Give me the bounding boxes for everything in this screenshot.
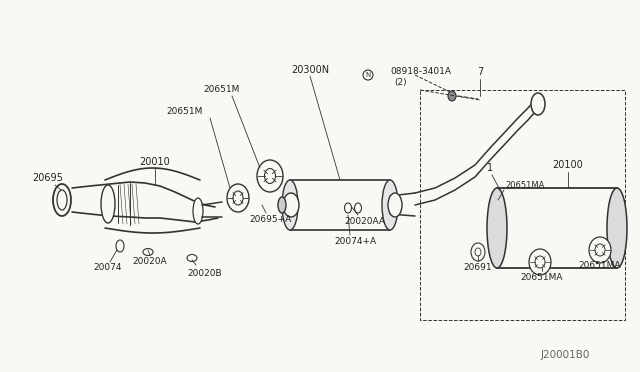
Ellipse shape bbox=[233, 191, 243, 205]
Text: 20695+A: 20695+A bbox=[249, 215, 291, 224]
Text: N: N bbox=[365, 72, 371, 78]
Bar bbox=[497, 188, 617, 268]
Text: 20074+A: 20074+A bbox=[334, 237, 376, 247]
Ellipse shape bbox=[193, 198, 203, 224]
Ellipse shape bbox=[475, 248, 481, 256]
Text: 20651M: 20651M bbox=[204, 86, 240, 94]
Text: 20651MA: 20651MA bbox=[579, 260, 621, 269]
Ellipse shape bbox=[53, 184, 71, 216]
Ellipse shape bbox=[595, 244, 605, 256]
Ellipse shape bbox=[531, 93, 545, 115]
Text: 20020AA: 20020AA bbox=[344, 218, 385, 227]
Ellipse shape bbox=[355, 203, 362, 213]
Bar bbox=[290, 180, 390, 230]
Text: 20100: 20100 bbox=[552, 160, 584, 170]
Ellipse shape bbox=[344, 203, 351, 213]
Ellipse shape bbox=[388, 193, 402, 217]
Text: 08918-3401A: 08918-3401A bbox=[390, 67, 451, 77]
Text: 20010: 20010 bbox=[140, 157, 170, 167]
Text: 1: 1 bbox=[487, 163, 493, 173]
Ellipse shape bbox=[257, 160, 283, 192]
Text: 20300N: 20300N bbox=[291, 65, 329, 75]
Text: 20695: 20695 bbox=[33, 173, 63, 183]
Ellipse shape bbox=[471, 243, 485, 261]
Text: 20020A: 20020A bbox=[132, 257, 167, 266]
Ellipse shape bbox=[57, 190, 67, 210]
Ellipse shape bbox=[143, 248, 153, 256]
Text: 20651MA: 20651MA bbox=[521, 273, 563, 282]
Text: (2): (2) bbox=[394, 77, 406, 87]
Text: J20001B0: J20001B0 bbox=[541, 350, 590, 360]
Text: 20651MA: 20651MA bbox=[505, 180, 545, 189]
Ellipse shape bbox=[589, 237, 611, 263]
Ellipse shape bbox=[487, 188, 507, 268]
Ellipse shape bbox=[363, 70, 373, 80]
Ellipse shape bbox=[529, 249, 551, 275]
Text: 20651M: 20651M bbox=[167, 108, 203, 116]
Ellipse shape bbox=[264, 169, 275, 183]
Ellipse shape bbox=[187, 254, 197, 262]
Ellipse shape bbox=[227, 184, 249, 212]
Text: 20020B: 20020B bbox=[188, 269, 222, 279]
Ellipse shape bbox=[382, 180, 398, 230]
Ellipse shape bbox=[116, 240, 124, 252]
Ellipse shape bbox=[535, 256, 545, 268]
Ellipse shape bbox=[607, 188, 627, 268]
Text: 7: 7 bbox=[477, 67, 483, 77]
Ellipse shape bbox=[282, 180, 298, 230]
Ellipse shape bbox=[283, 193, 299, 217]
Ellipse shape bbox=[278, 197, 286, 213]
Text: 20691: 20691 bbox=[464, 263, 492, 273]
Ellipse shape bbox=[448, 91, 456, 101]
Text: 20074: 20074 bbox=[93, 263, 122, 273]
Ellipse shape bbox=[101, 185, 115, 223]
